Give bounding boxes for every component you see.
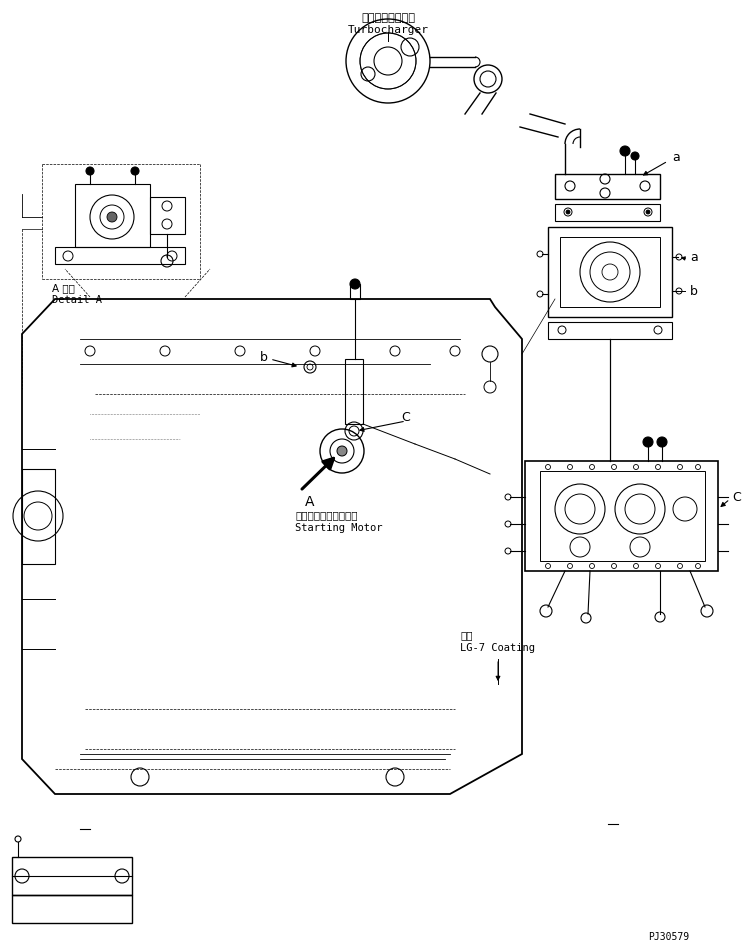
Text: PJ30579: PJ30579: [648, 931, 689, 941]
Bar: [12, 857, 132, 895]
Text: ターボチャージャ: ターボチャージャ: [361, 13, 415, 23]
Text: Detail A: Detail A: [52, 295, 102, 305]
Bar: [350, 285, 360, 299]
Text: b: b: [690, 285, 698, 298]
Bar: [12, 895, 132, 923]
Circle shape: [620, 147, 630, 157]
Text: C: C: [732, 491, 741, 504]
Circle shape: [646, 211, 650, 215]
Circle shape: [643, 437, 653, 447]
Circle shape: [337, 447, 347, 457]
Circle shape: [631, 153, 639, 160]
Text: A: A: [305, 495, 315, 509]
Bar: [345, 360, 363, 425]
Text: スターティングモータ: スターティングモータ: [295, 510, 358, 519]
Text: a: a: [690, 251, 697, 264]
Circle shape: [86, 168, 94, 176]
Text: Turbocharger: Turbocharger: [347, 25, 428, 35]
Circle shape: [131, 168, 139, 176]
Circle shape: [350, 279, 360, 290]
Circle shape: [566, 211, 570, 215]
Circle shape: [107, 212, 117, 223]
Text: a: a: [672, 151, 680, 164]
Text: 塗布: 塗布: [460, 630, 473, 639]
Text: A 詳細: A 詳細: [52, 282, 75, 293]
Text: C: C: [401, 411, 410, 424]
Text: b: b: [260, 351, 268, 364]
Text: LG-7 Coating: LG-7 Coating: [460, 642, 535, 652]
Circle shape: [657, 437, 667, 447]
Text: Starting Motor: Starting Motor: [295, 522, 382, 532]
